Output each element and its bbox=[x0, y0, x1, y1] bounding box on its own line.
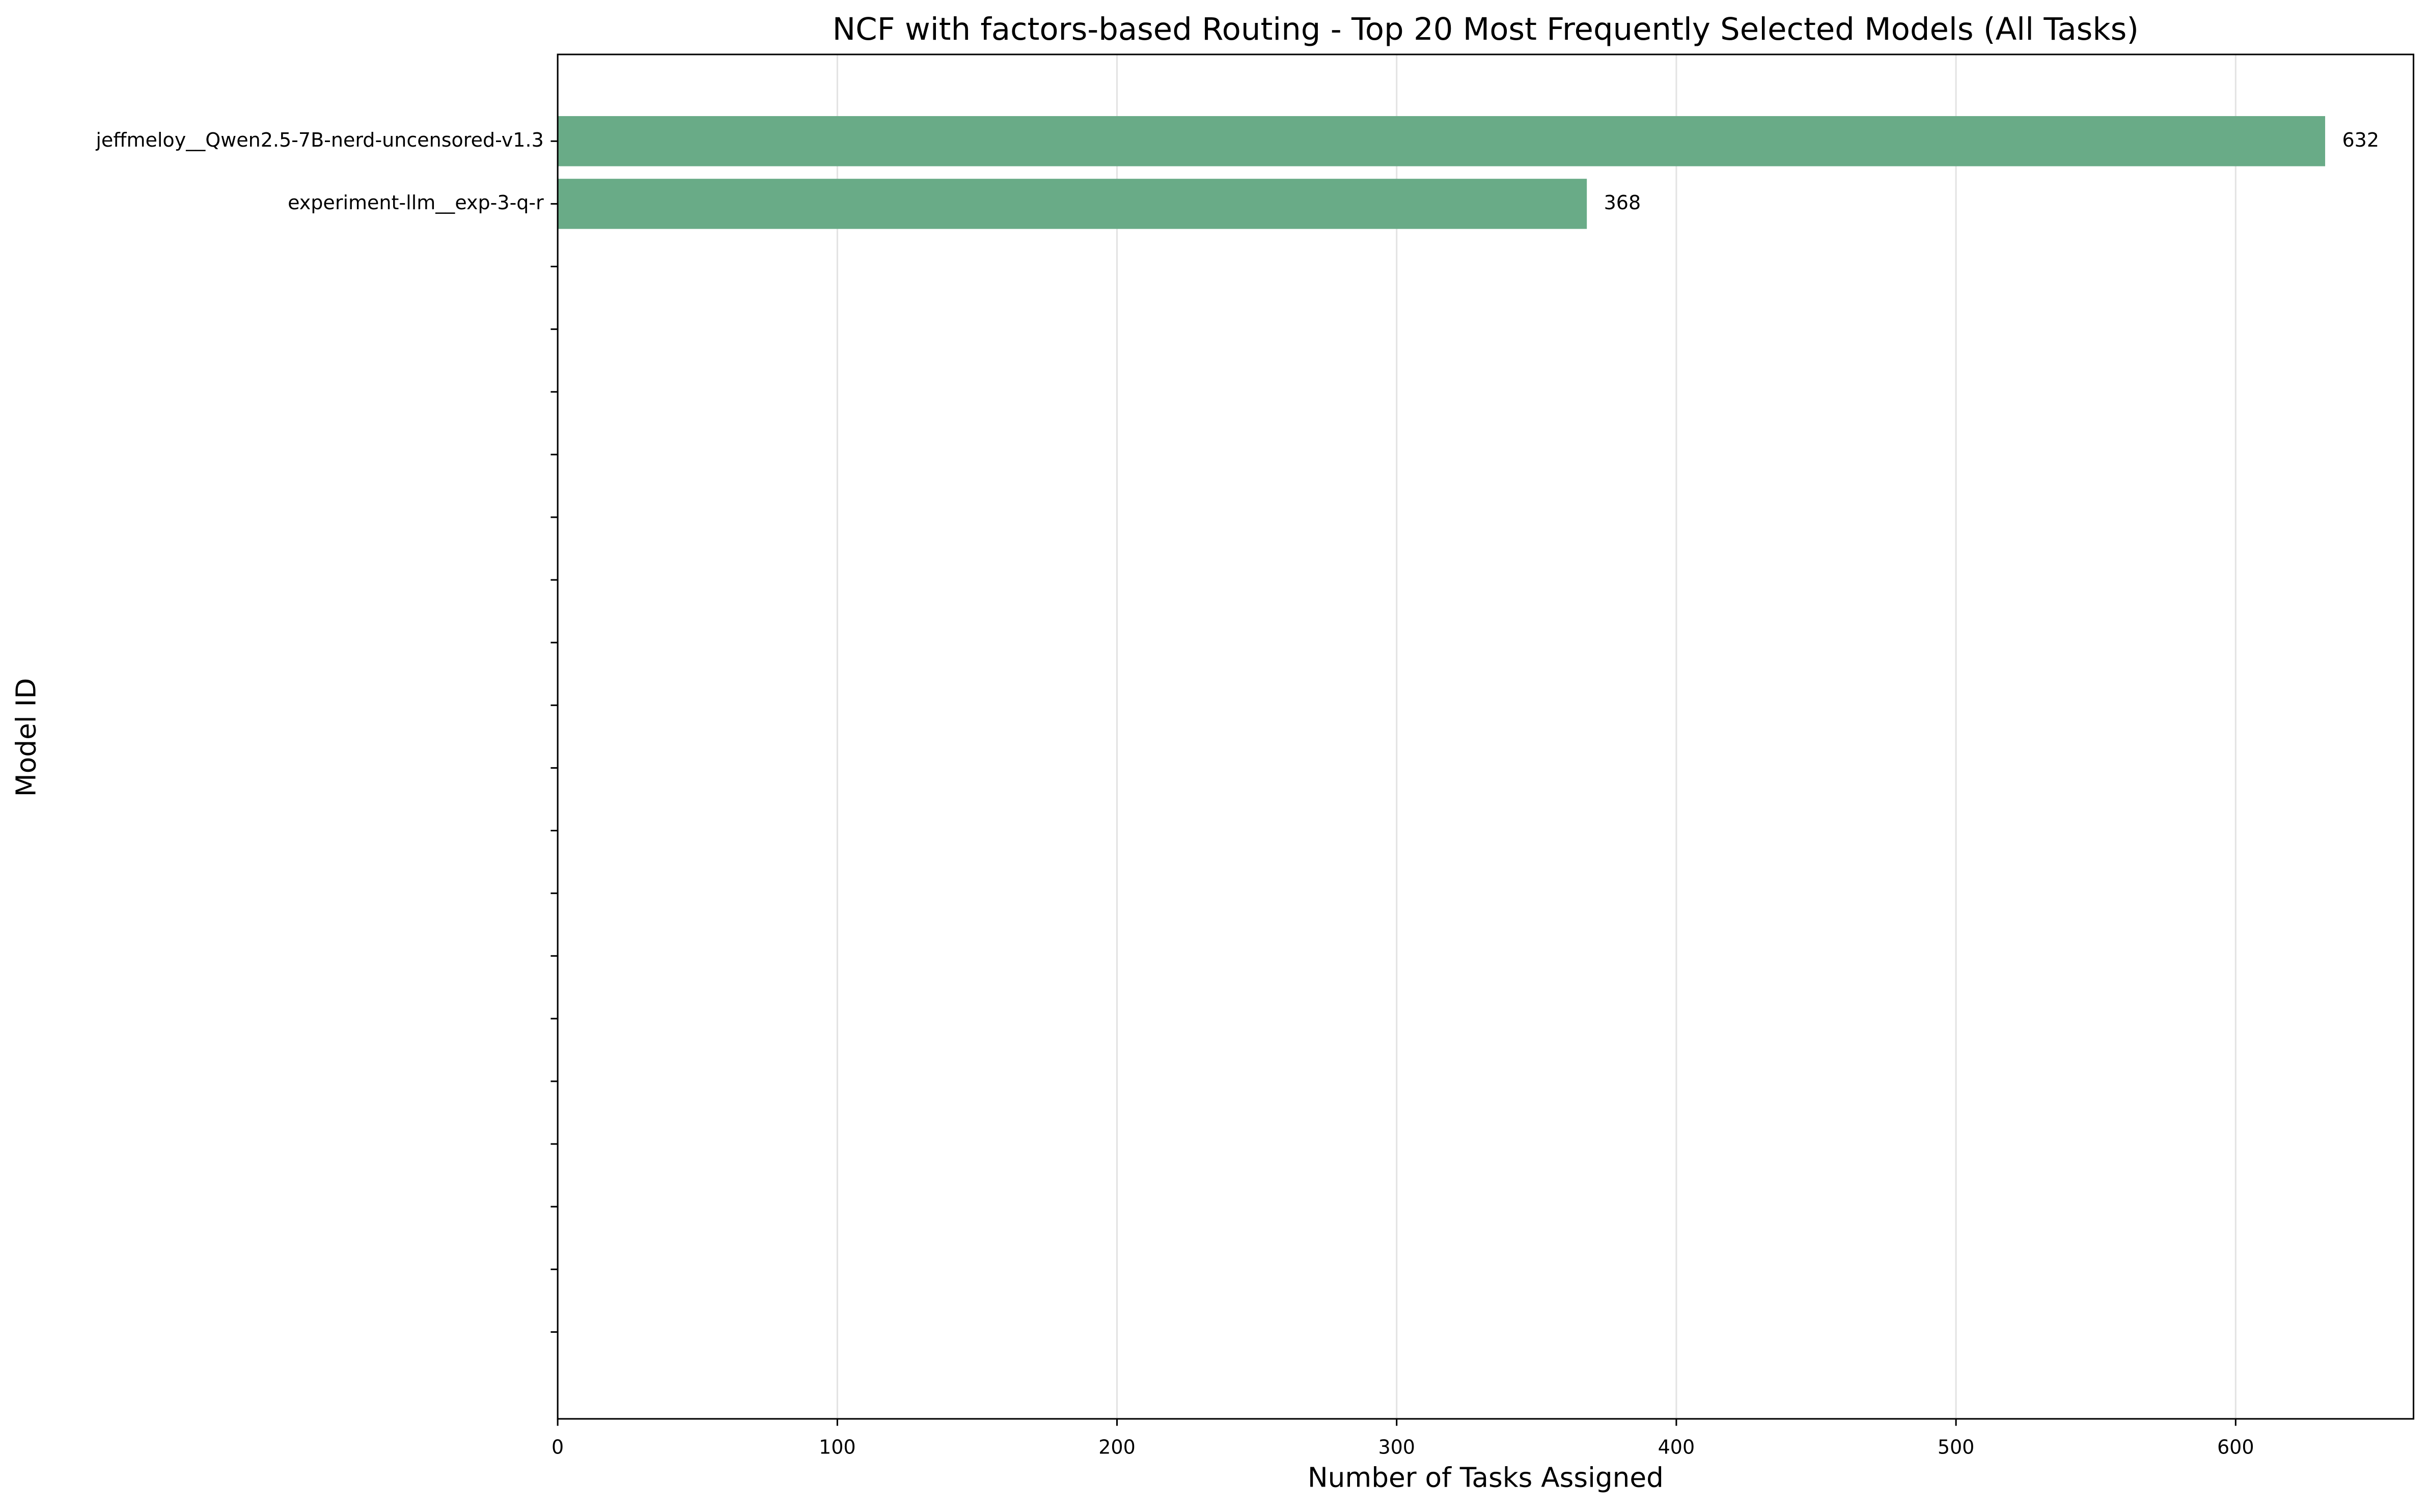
y-tick-label: jeffmeloy__Qwen2.5-7B-nerd-uncensored-v1… bbox=[95, 129, 543, 151]
x-tick-label: 100 bbox=[819, 1436, 856, 1458]
x-tick-label: 0 bbox=[551, 1436, 564, 1458]
x-tick-label: 400 bbox=[1658, 1436, 1695, 1458]
x-axis-label: Number of Tasks Assigned bbox=[1308, 1462, 1664, 1493]
value-label: 632 bbox=[2342, 129, 2379, 151]
x-tick-label: 300 bbox=[1378, 1436, 1415, 1458]
y-tick-label: experiment-llm__exp-3-q-r bbox=[288, 191, 544, 214]
bars: 632 368 bbox=[558, 116, 2379, 229]
y-axis-label: Model ID bbox=[10, 678, 42, 797]
bar bbox=[558, 116, 2326, 166]
value-label: 368 bbox=[1604, 191, 1641, 214]
plot-frame bbox=[557, 53, 2415, 1420]
x-tick-label: 200 bbox=[1098, 1436, 1136, 1458]
chart-title: NCF with factors-based Routing - Top 20 … bbox=[833, 12, 2139, 47]
bar bbox=[558, 179, 1587, 229]
x-tick-label: 500 bbox=[1938, 1436, 1975, 1458]
x-tick-label: 600 bbox=[2217, 1436, 2254, 1458]
axes: 0 100 200 300 400 500 600 jeffmeloy__Qwen2.5-7B… bbox=[95, 53, 2415, 1458]
